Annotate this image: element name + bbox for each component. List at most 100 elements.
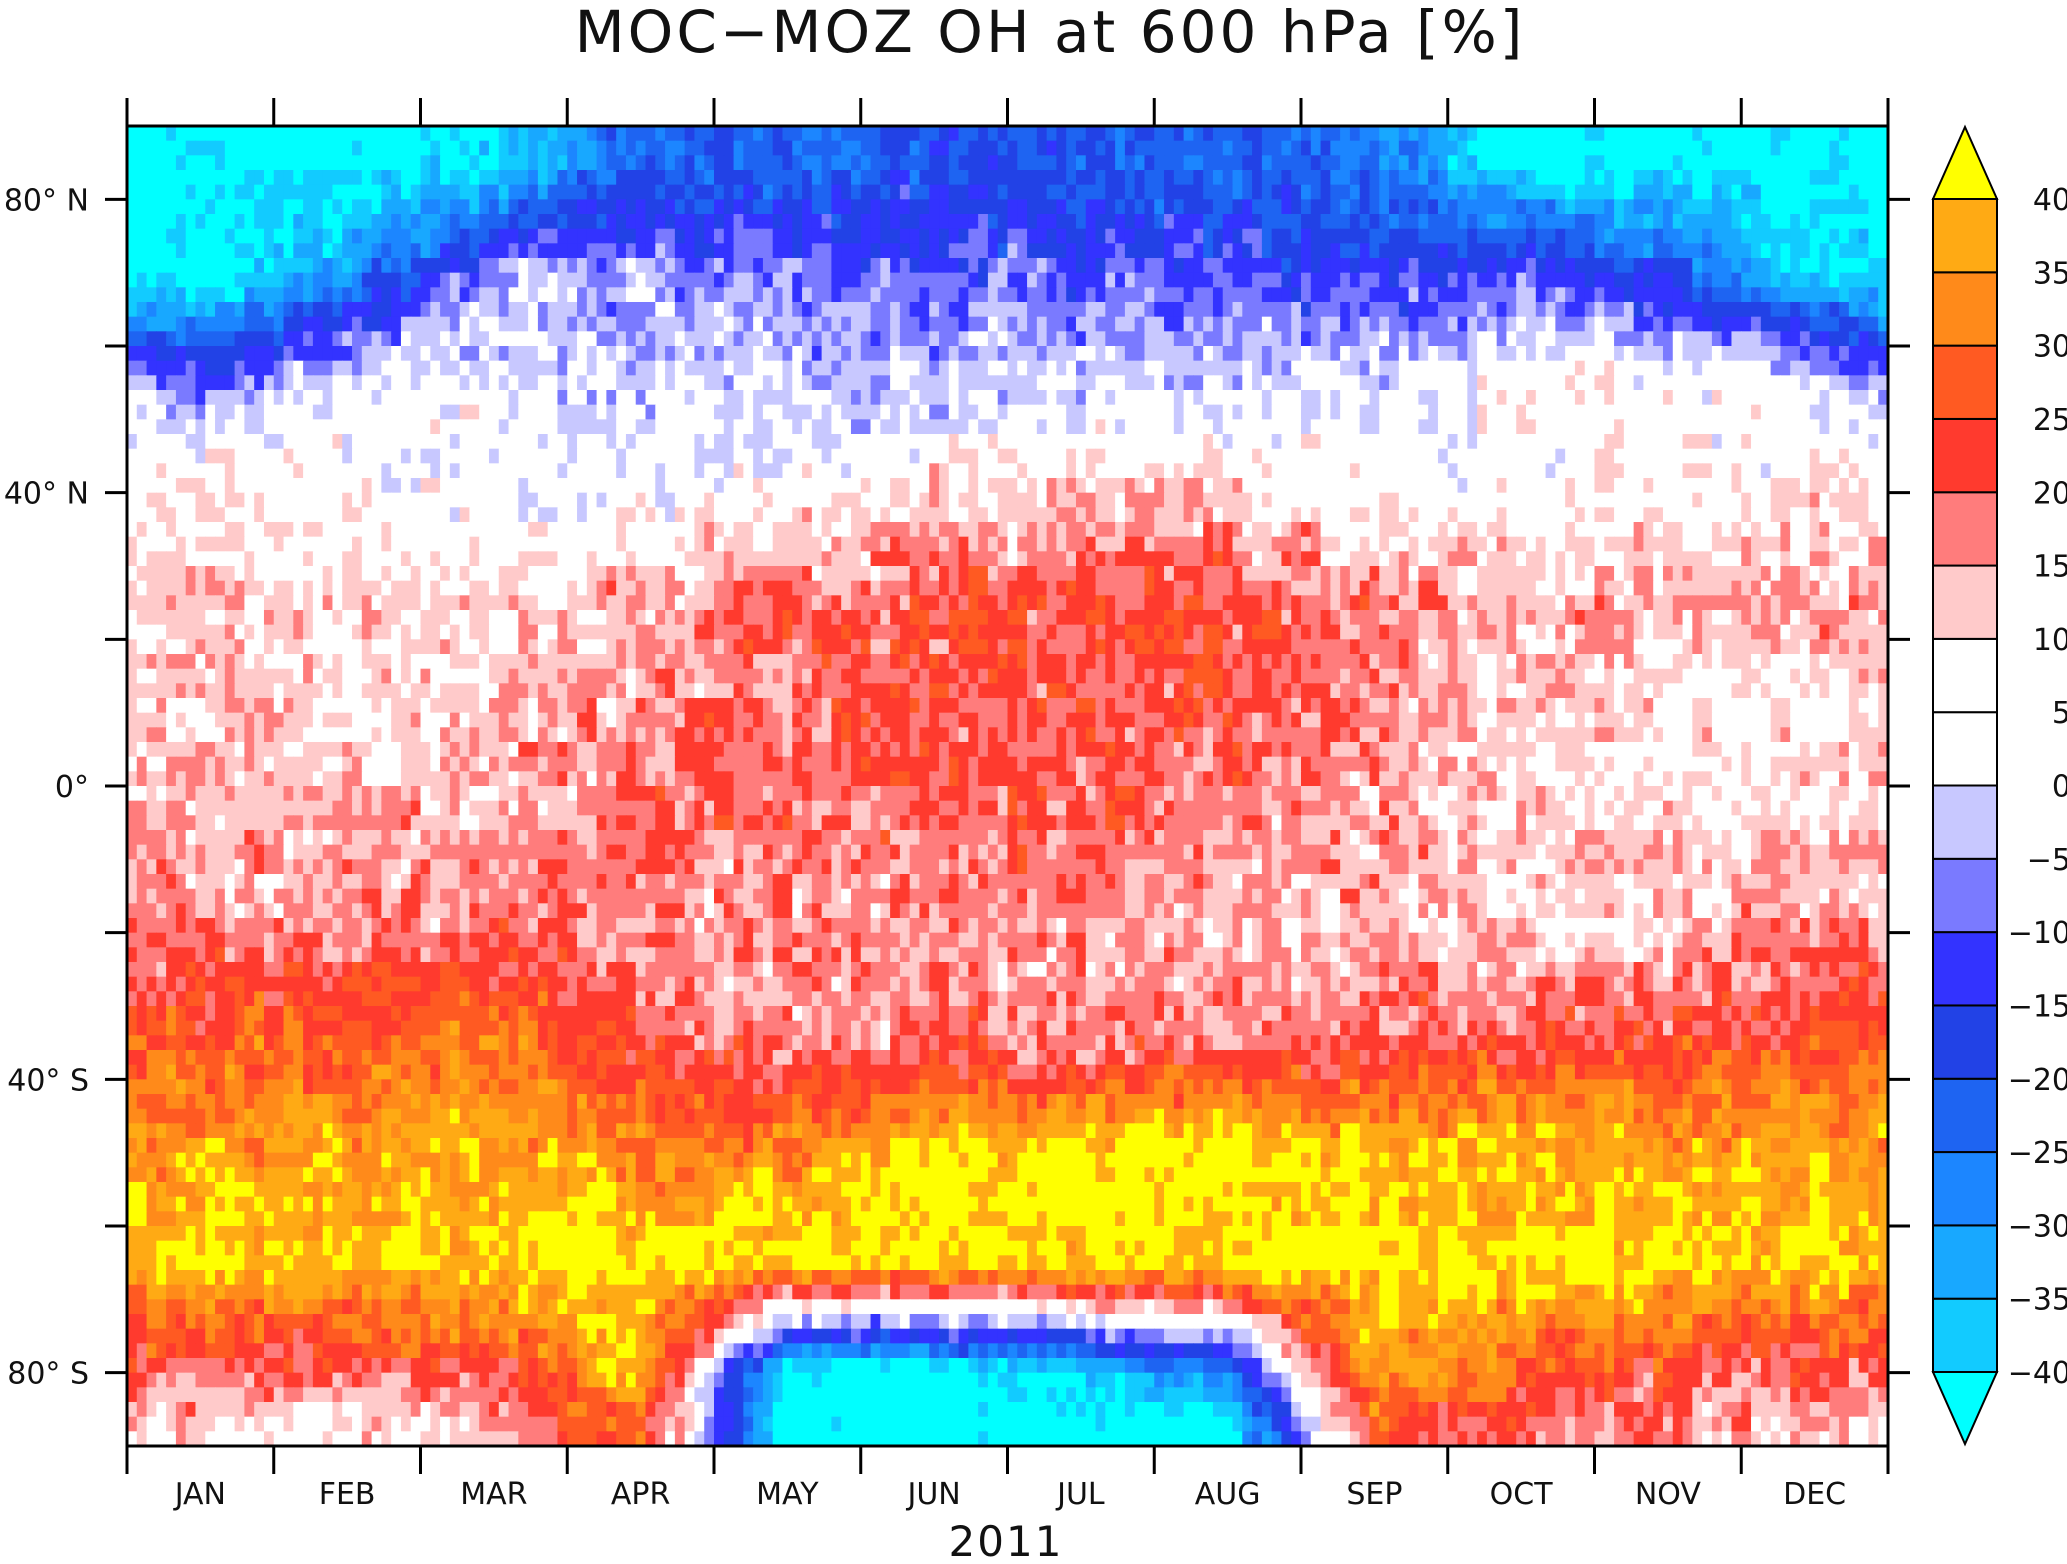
heat-cell [1281, 375, 1292, 391]
heat-cell [1173, 434, 1185, 450]
heat-cell [899, 228, 911, 244]
heat-cell [821, 170, 832, 186]
heat-cell [1320, 346, 1331, 362]
heat-cell [1829, 140, 1840, 156]
heat-cell [1604, 478, 1615, 494]
heat-cell [1662, 243, 1674, 259]
heat-cell [1731, 331, 1742, 347]
heat-cell [1075, 419, 1087, 435]
heat-cell [195, 346, 206, 362]
heat-cell [1447, 375, 1459, 391]
heat-cell [831, 522, 842, 538]
heat-cell [1839, 507, 1850, 523]
heat-cell [1340, 331, 1351, 347]
heat-cell [1340, 360, 1351, 376]
heat-cell [1320, 126, 1331, 142]
heat-cell [420, 507, 431, 523]
heat-cell [831, 316, 842, 332]
heat-cell [841, 492, 852, 508]
heat-cell [1770, 199, 1781, 215]
heat-cell [1134, 434, 1146, 450]
heat-cell [723, 346, 735, 362]
heat-cell [1741, 478, 1752, 494]
heat-cell [1790, 140, 1801, 156]
heat-cell [1711, 419, 1723, 435]
heat-cell [361, 170, 373, 186]
heat-cell [185, 478, 197, 494]
heat-cell [1252, 155, 1263, 171]
heat-cell [195, 228, 206, 244]
heat-cell [1760, 390, 1772, 406]
heat-cell [1819, 419, 1830, 435]
heat-cell [371, 478, 382, 494]
heat-cell [1291, 302, 1302, 318]
heat-cell [371, 419, 382, 435]
heat-cell [1349, 199, 1361, 215]
heat-cell [1623, 492, 1635, 508]
heat-cell [498, 302, 510, 318]
heat-cell [1574, 331, 1586, 347]
heat-cell [1477, 243, 1488, 259]
heat-cell [694, 302, 705, 318]
heat-cell [469, 316, 480, 332]
heat-cell [1829, 316, 1840, 332]
heat-cell [1408, 463, 1419, 479]
heat-cell [420, 346, 431, 362]
heat-cell [1839, 155, 1850, 171]
heat-cell [1212, 375, 1224, 391]
heat-cell [1653, 243, 1664, 259]
heat-cell [1467, 434, 1478, 450]
heat-cell [1203, 316, 1214, 332]
heat-cell [880, 228, 891, 244]
heat-cell [430, 199, 441, 215]
heat-cell [557, 507, 568, 523]
heat-cell [1056, 478, 1067, 494]
heat-cell [1437, 522, 1449, 538]
heat-cell [1066, 126, 1077, 142]
heat-cell [1496, 126, 1508, 142]
heat-cell [1164, 170, 1175, 186]
heat-cell [1154, 287, 1165, 303]
heat-cell [1379, 522, 1390, 538]
heat-cell [381, 316, 392, 332]
heat-cell [1790, 302, 1801, 318]
heat-cell [1271, 272, 1283, 288]
heat-cell [273, 126, 285, 142]
heat-cell [1829, 375, 1840, 391]
heat-cell [1653, 170, 1664, 186]
heat-cell [1428, 478, 1439, 494]
heat-cell [1751, 316, 1762, 332]
heat-cell [596, 316, 607, 332]
heat-cell [1437, 448, 1449, 464]
heat-cell [1301, 302, 1312, 318]
heat-cell [1604, 243, 1615, 259]
heat-cell [1085, 302, 1097, 318]
heat-cell [811, 331, 823, 347]
heat-cell [772, 390, 784, 406]
heat-cell [811, 287, 823, 303]
heat-cell [899, 302, 911, 318]
heat-cell [919, 258, 930, 274]
heat-cell [694, 390, 705, 406]
heat-cell [782, 404, 793, 420]
heat-cell [1653, 404, 1664, 420]
heat-cell [899, 214, 911, 230]
heat-cell [655, 419, 666, 435]
heat-cell [753, 155, 764, 171]
heat-cell [1222, 214, 1234, 230]
heat-cell [1574, 214, 1586, 230]
heat-cell [488, 214, 500, 230]
heat-cell [929, 126, 940, 142]
heat-cell [1711, 404, 1723, 420]
heat-cell [704, 214, 715, 230]
heat-cell [1017, 522, 1028, 538]
heat-cell [508, 228, 519, 244]
heat-cell [1222, 434, 1234, 450]
heat-cell [1535, 390, 1547, 406]
heat-cell [890, 184, 901, 200]
heat-cell [1760, 214, 1772, 230]
heat-cell [459, 463, 471, 479]
heat-cell [880, 404, 891, 420]
heat-cell [880, 126, 891, 142]
heat-cell [645, 478, 656, 494]
